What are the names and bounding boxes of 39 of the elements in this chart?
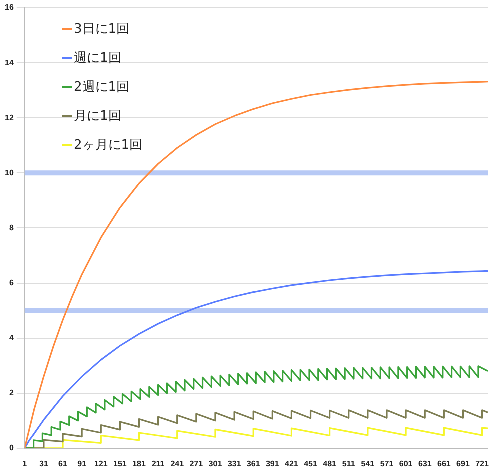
x-tick-label: 151 [114,459,128,468]
x-tick-label: 631 [418,459,432,468]
x-tick-label: 61 [58,459,68,468]
y-tick-label: 2 [9,388,14,398]
x-tick-label: 691 [456,459,470,468]
x-tick-label: 421 [285,459,299,468]
x-tick-label: 571 [380,459,394,468]
legend-label: 2週に1回 [74,78,130,96]
x-tick-label: 391 [266,459,280,468]
legend-label: 3日に1回 [74,20,130,38]
legend-label: 月に1回 [74,108,122,124]
x-tick-label: 241 [170,459,185,468]
x-tick-label: 661 [437,459,452,468]
y-tick-label: 8 [9,223,14,232]
x-tick-label: 1 [22,459,28,468]
x-tick-label: 721 [476,459,490,468]
x-tick-label: 451 [304,459,318,468]
x-tick-label: 541 [361,459,376,468]
y-tick-label: 10 [4,168,14,178]
x-tick-label: 271 [190,459,204,468]
x-tick-label: 331 [228,459,242,468]
x-tick-label: 31 [40,459,49,468]
legend-label: 2ヶ月に1回 [74,136,143,154]
legend-label: 週に1回 [74,50,122,66]
y-tick-label: 12 [4,113,14,122]
x-tick-label: 601 [399,459,414,468]
x-tick-label: 481 [323,459,338,468]
y-tick-label: 14 [4,58,14,68]
x-tick-label: 91 [78,459,88,468]
y-tick-label: 4 [9,334,14,343]
y-tick-label: 16 [4,3,14,12]
x-tick-label: 211 [152,459,166,468]
y-tick-label: 0 [9,444,14,453]
y-tick-label: 6 [9,278,14,288]
x-tick-label: 121 [94,459,108,468]
x-tick-label: 301 [208,459,223,468]
x-tick-label: 361 [246,459,261,468]
x-tick-label: 181 [132,459,146,468]
x-tick-label: 511 [342,459,356,468]
